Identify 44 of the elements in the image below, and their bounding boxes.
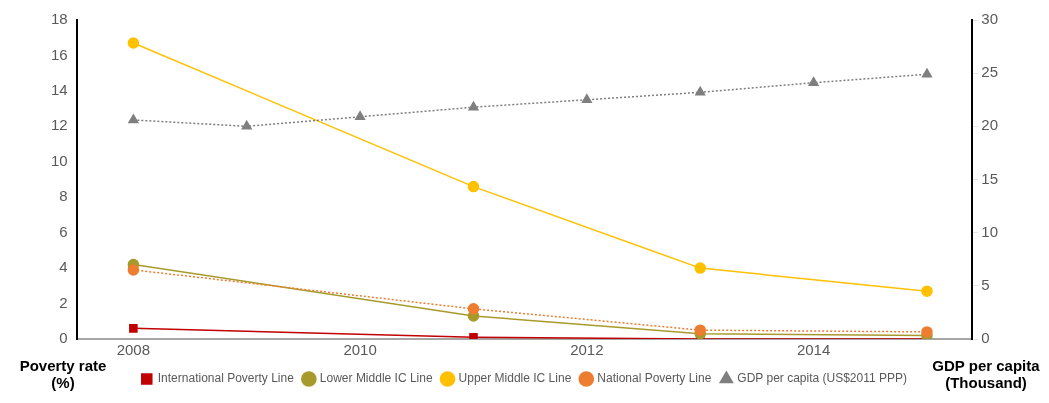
x-tick-label: 2008 xyxy=(116,341,151,359)
point xyxy=(129,324,138,333)
y2-tick-label: 20 xyxy=(981,116,998,134)
legend-label: International Poverty Line xyxy=(157,371,295,386)
point xyxy=(127,37,140,49)
y2-tick-label: 25 xyxy=(981,63,998,81)
legend-label: National Poverty Line xyxy=(597,371,712,386)
point xyxy=(355,111,366,121)
y-axis-title: Poverty rate (%) xyxy=(18,357,108,391)
y-tick-label: 16 xyxy=(51,45,68,63)
point xyxy=(695,86,706,96)
x-tick-label: 2014 xyxy=(796,341,831,359)
point xyxy=(241,120,252,130)
y-tick-label: 18 xyxy=(51,10,68,28)
legend-label: Lower Middle IC Line xyxy=(319,371,433,386)
y-tick-label: 12 xyxy=(51,116,68,134)
point xyxy=(127,264,140,276)
x-tick-label: 2010 xyxy=(343,341,377,359)
y2-tick-label: 10 xyxy=(981,222,998,240)
y-tick-label: 8 xyxy=(59,187,68,205)
point xyxy=(921,285,933,297)
point xyxy=(467,180,480,193)
point xyxy=(921,68,933,78)
point xyxy=(467,303,480,315)
y2-axis-title: GDP per capita (Thousand) xyxy=(931,357,1041,391)
point xyxy=(469,332,478,339)
point xyxy=(694,262,706,274)
y2-tick-label: 5 xyxy=(981,275,990,293)
y2-tick-label: 15 xyxy=(981,169,998,187)
legend-label: Upper Middle IC Line xyxy=(458,371,572,386)
point xyxy=(581,94,592,103)
point xyxy=(128,114,139,124)
y2-tick-label: 0 xyxy=(981,329,990,347)
x-tick-label: 2012 xyxy=(570,341,604,359)
y-tick-label: 4 xyxy=(59,258,68,276)
y-tick-label: 2 xyxy=(59,293,68,311)
point xyxy=(468,101,479,111)
y-tick-label: 10 xyxy=(51,151,68,169)
y-tick-label: 0 xyxy=(59,329,68,347)
y2-tick-label: 30 xyxy=(981,10,998,28)
y-tick-label: 6 xyxy=(59,222,68,240)
y-tick-label: 14 xyxy=(51,81,68,99)
point xyxy=(808,76,819,86)
legend-label: GDP per capita (US$2011 PPP) xyxy=(737,371,908,386)
